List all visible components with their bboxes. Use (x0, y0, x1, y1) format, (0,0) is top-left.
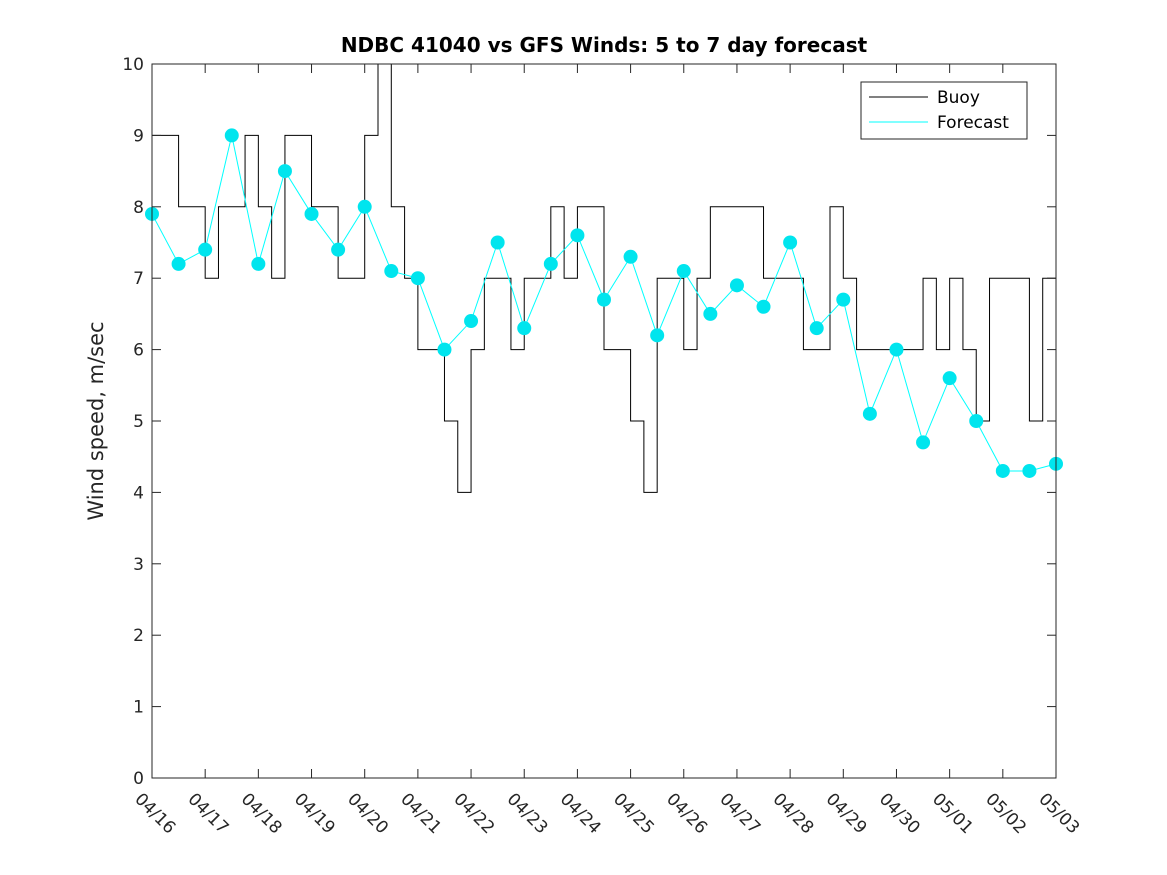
chart-title: NDBC 41040 vs GFS Winds: 5 to 7 day fore… (341, 33, 868, 57)
forecast-point (570, 228, 585, 243)
forecast-point (251, 256, 266, 271)
forecast-point (650, 328, 665, 343)
forecast-point (969, 414, 984, 428)
legend: Buoy Forecast (860, 81, 1028, 140)
y-tick-label: 0 (133, 769, 144, 789)
forecast-point (357, 199, 372, 214)
forecast-point (809, 321, 824, 336)
forecast-point (729, 278, 744, 293)
y-tick-label: 6 (133, 341, 144, 361)
y-tick-label: 4 (133, 483, 144, 503)
forecast-point (1022, 463, 1037, 478)
forecast-point (623, 249, 638, 264)
forecast-point (783, 235, 798, 250)
forecast-point (464, 314, 479, 329)
forecast-point (277, 164, 292, 179)
forecast-point (304, 206, 319, 221)
y-axis-label: Wind speed, m/sec (84, 321, 108, 520)
forecast-point (676, 264, 691, 279)
forecast-point (916, 435, 931, 450)
forecast-point (703, 306, 718, 321)
y-tick-label: 5 (133, 412, 144, 432)
y-tick-label: 9 (133, 126, 144, 146)
y-tick-label: 10 (122, 55, 144, 75)
y-tick-label: 7 (133, 269, 144, 289)
forecast-point (597, 292, 611, 307)
forecast-point (862, 406, 877, 421)
forecast-point (384, 264, 399, 279)
forecast-point (171, 256, 186, 271)
forecast-point (543, 256, 558, 271)
y-tick-label: 1 (133, 698, 144, 718)
forecast-point (331, 242, 346, 257)
forecast-point (410, 271, 425, 286)
series-line-buoy (152, 63, 1056, 493)
y-tick-label: 8 (133, 198, 144, 218)
forecast-point (836, 292, 851, 307)
legend-box (860, 81, 1028, 140)
forecast-point (889, 342, 904, 357)
forecast-point (198, 242, 213, 257)
y-tick-label: 2 (133, 626, 144, 646)
forecast-point (490, 235, 505, 250)
legend-label-forecast: Forecast (937, 113, 1009, 133)
forecast-point (437, 342, 452, 357)
forecast-point (942, 371, 957, 386)
forecast-point (756, 299, 771, 314)
forecast-point (517, 321, 532, 336)
y-tick-label: 3 (133, 555, 144, 575)
forecast-point (995, 463, 1010, 478)
forecast-point (224, 128, 239, 143)
legend-label-buoy: Buoy (937, 88, 980, 108)
